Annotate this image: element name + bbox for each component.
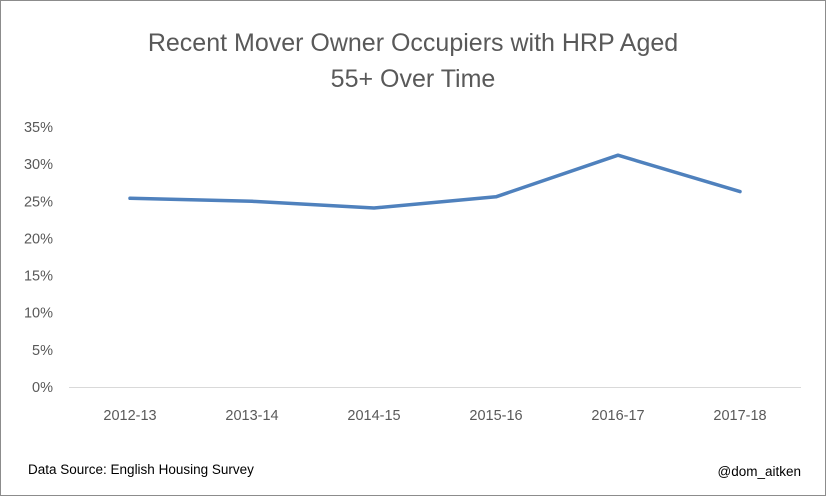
- y-tick-label: 25%: [24, 194, 53, 210]
- series-points: [128, 153, 742, 210]
- series-point: [128, 196, 132, 200]
- series-point: [372, 206, 376, 210]
- y-tick-label: 20%: [24, 231, 53, 247]
- y-tick-label: 15%: [24, 269, 53, 285]
- x-tick-label: 2014-15: [347, 408, 400, 424]
- x-tick-label: 2015-16: [469, 408, 522, 424]
- chart-title-line-1: Recent Mover Owner Occupiers with HRP Ag…: [147, 29, 679, 57]
- y-tick-label: 0%: [32, 380, 53, 396]
- series-point: [494, 195, 498, 199]
- y-tick-label: 5%: [32, 343, 53, 359]
- y-tick-label: 30%: [24, 157, 53, 173]
- series-point: [250, 199, 254, 203]
- x-tick-label: 2016-17: [591, 408, 644, 424]
- x-tick-label: 2013-14: [225, 408, 278, 424]
- y-axis-ticks: 0% 5% 10% 15% 20% 25% 30% 35%: [24, 120, 53, 396]
- chart-title-line-2: 55+ Over Time: [330, 65, 496, 93]
- x-axis-ticks: 2012-13 2013-14 2014-15 2015-16 2016-17 2017-…: [103, 408, 766, 424]
- x-tick-label: 2012-13: [103, 408, 156, 424]
- y-tick-label: 35%: [24, 120, 53, 136]
- y-tick-label: 10%: [24, 306, 53, 322]
- x-tick-label: 2017-18: [713, 408, 766, 424]
- chart-title: Recent Mover Owner Occupiers with HRP Ag…: [1, 25, 825, 97]
- series-line: [128, 153, 742, 210]
- series-point: [738, 190, 742, 194]
- author-credit: @dom_aitken: [717, 464, 802, 479]
- data-source-note: Data Source: English Housing Survey: [28, 462, 254, 477]
- series-point: [616, 153, 620, 157]
